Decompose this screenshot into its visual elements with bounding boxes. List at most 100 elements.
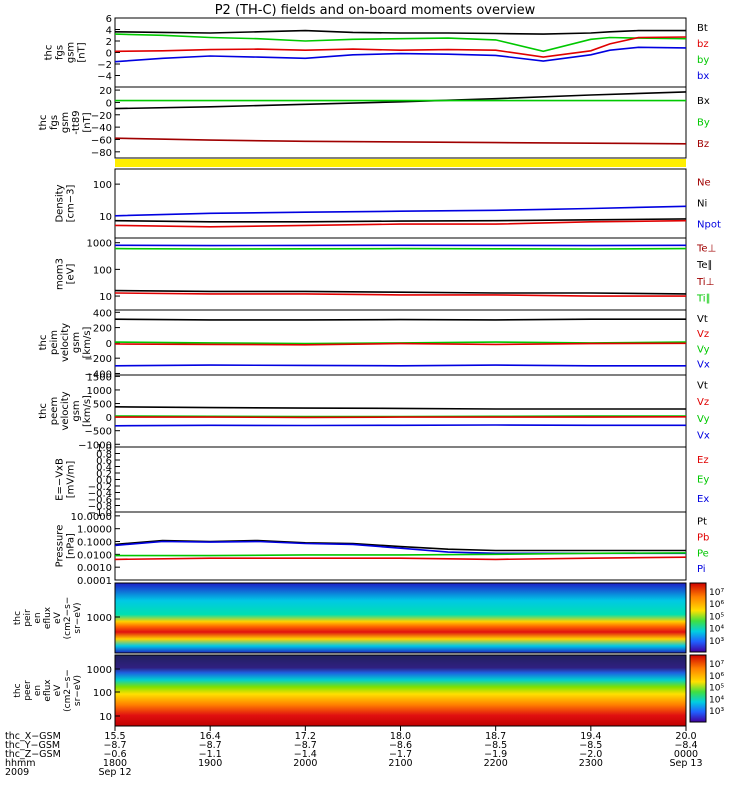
y-axis-label: E=−VxB (55, 458, 66, 501)
x-tick-label: −1.1 (199, 749, 222, 760)
legend-entry: Ti∥ (696, 294, 711, 305)
y-axis-label: thc (38, 335, 49, 351)
x-axis-row-label: hhmm (5, 758, 36, 769)
x-tick-label: −8.4 (674, 740, 697, 751)
y-tick-label: −0.4 (88, 489, 112, 500)
legend-entry: Vy (697, 414, 710, 425)
x-tick-label: −8.5 (579, 740, 602, 751)
y-axis-label: peer (23, 680, 33, 701)
x-tick-label: −8.5 (484, 740, 507, 751)
x-tick-label: 18.0 (390, 731, 411, 742)
x-tick-label: −1.4 (294, 749, 317, 760)
y-tick-label: 0.6 (96, 456, 112, 467)
series-line (114, 292, 686, 297)
y-tick-label: 100 (93, 180, 112, 191)
y-axis-label: eflux (43, 606, 53, 629)
y-tick-label: 20 (99, 86, 112, 97)
y-tick-label: −500 (85, 427, 112, 438)
y-axis-label: gsm (71, 332, 82, 353)
x-tick-label: 17.2 (295, 731, 316, 742)
y-axis-label: peir (23, 609, 33, 627)
legend-entry: Pt (697, 517, 707, 528)
y-axis-label: velocity (60, 323, 71, 362)
y-tick-label: 0 (106, 49, 112, 60)
panel-7: 1.00.80.60.40.20.0−0.2−0.4−0.6−0.8−1.0 E=… (55, 443, 710, 519)
panel-frame (114, 168, 687, 239)
y-axis-label: Pressure (55, 525, 66, 568)
y-axis-label: eV (53, 684, 63, 697)
x-tick-label: 15.5 (104, 731, 125, 742)
y-axis-label: peem (49, 397, 60, 425)
series-line (114, 218, 687, 223)
x-tick-label: −8.6 (389, 740, 412, 751)
legend-entry: Ez (697, 455, 709, 466)
y-axis-label: Density (55, 184, 66, 222)
legend-entry: Vx (697, 359, 710, 370)
legend-entry: Bz (697, 139, 709, 150)
legend-entry: Ni (697, 199, 707, 210)
series-line (115, 416, 687, 419)
y-axis-label: mom3 (55, 258, 66, 290)
y-axis-label: eflux (43, 679, 53, 702)
x-tick-label: −8.7 (199, 740, 222, 751)
y-tick-label: 1000 (87, 613, 112, 624)
plot-title: P2 (TH-C) fields and on-board moments ov… (215, 3, 536, 18)
panel-5: 400 200 0 −200 −400 thc peim velocity gsm [km/s] V… (38, 308, 710, 380)
panel-frame (114, 446, 687, 513)
y-axis-label: thc (38, 115, 49, 131)
y-axis-label: [km/s] (82, 326, 93, 358)
series-line (114, 46, 687, 63)
y-tick-label: −200 (85, 354, 112, 365)
y-tick-label: 0 (106, 339, 112, 350)
colorbar-label: 10³ (709, 637, 724, 647)
y-axis-label: fgs (49, 115, 60, 130)
y-tick-label: 6 (106, 14, 112, 25)
legend-entry: Te∥ (696, 260, 713, 271)
series-line (114, 406, 686, 410)
colorbar-label: 10⁴ (709, 695, 724, 705)
y-axis-label: [nPa] (66, 533, 77, 559)
series-line (114, 556, 687, 561)
y-tick-label: −80 (91, 148, 112, 159)
y-tick-label: 0.1000 (77, 538, 112, 549)
y-tick-label: 2 (106, 37, 112, 48)
y-tick-label: 1500 (87, 372, 112, 383)
y-axis-label: sr−eV) (73, 602, 83, 633)
y-axis-label: [eV] (66, 264, 77, 285)
y-tick-label: 500 (93, 400, 112, 411)
colorbar-label: 10⁵ (709, 612, 724, 622)
colorbar-label: 10³ (709, 707, 724, 717)
series-line (114, 364, 686, 367)
spectrogram-image (115, 655, 686, 726)
spectrogram-2: 1000 100 10 thc peer en eflux eV (cm2−s− sr−eV) (13, 654, 687, 727)
y-tick-label: −400 (85, 369, 112, 380)
series-line (114, 289, 687, 295)
colorbar-label: 10⁶ (709, 672, 724, 682)
y-axis-label: gsm (71, 400, 82, 421)
x-tick-label: 2100 (388, 758, 412, 769)
y-tick-label: 100 (93, 265, 112, 276)
y-tick-label: 0.0001 (77, 576, 112, 587)
x-tick-label: 2000 (293, 758, 317, 769)
y-axis-label: velocity (60, 391, 71, 430)
colorbar-label: 10⁴ (709, 625, 724, 635)
y-tick-label: 0.0010 (77, 563, 112, 574)
y-tick-label: −2 (97, 60, 112, 71)
spectrogram-frame (114, 582, 687, 654)
series-line (114, 205, 687, 217)
x-tick-label: −8.7 (103, 740, 126, 751)
panel-frame (114, 86, 687, 159)
y-tick-label: −40 (91, 123, 112, 134)
y-tick-label: 200 (93, 324, 112, 335)
series-line (114, 91, 687, 110)
y-tick-label: −1000 (78, 440, 112, 451)
legend-entry: bz (697, 39, 709, 50)
y-tick-label: 0.2 (96, 469, 112, 480)
y-axis-label: gsm (66, 42, 77, 63)
y-tick-label: 10.0000 (71, 512, 112, 523)
